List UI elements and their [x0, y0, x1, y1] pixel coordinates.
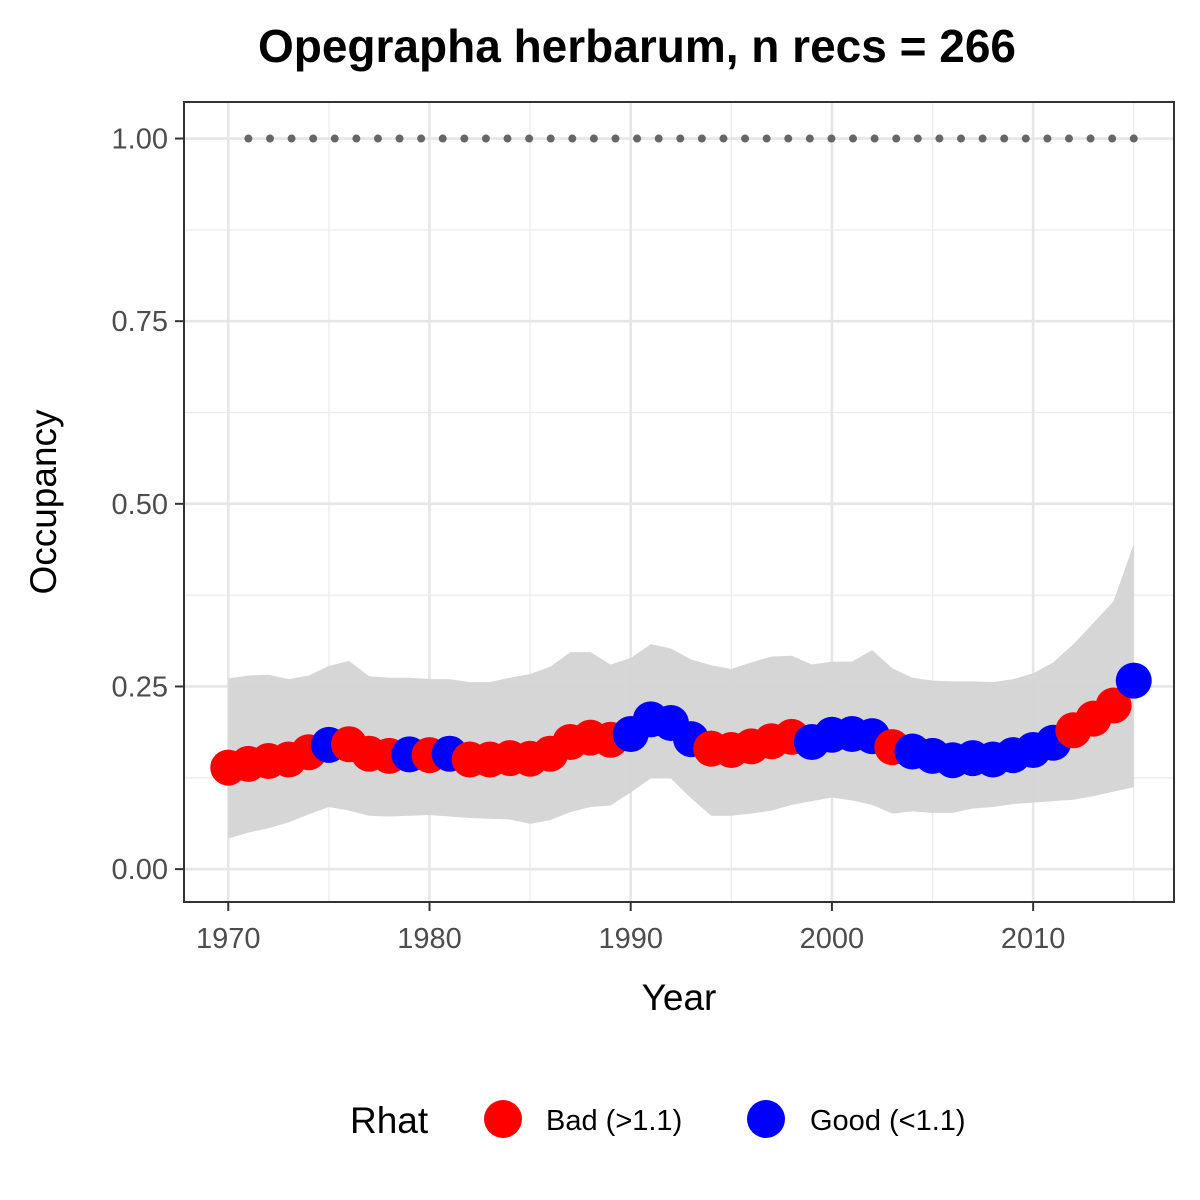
reference-dot [633, 134, 642, 143]
reference-dot [1021, 134, 1030, 143]
reference-dotted-line [244, 134, 1138, 143]
x-tick-label: 1970 [196, 923, 261, 955]
reference-dot [244, 134, 253, 143]
plot-panel-border [183, 101, 1175, 903]
reference-dot [395, 134, 404, 143]
y-tick-label: 0.25 [112, 671, 168, 703]
reference-dot [719, 134, 728, 143]
data-point-2014 [1095, 687, 1132, 724]
reference-dot [460, 134, 469, 143]
reference-dot [287, 134, 296, 143]
reference-dot [1129, 134, 1138, 143]
reference-dot [849, 134, 858, 143]
reference-dot [309, 134, 318, 143]
y-tick-label: 1.00 [112, 124, 168, 156]
reference-dot [870, 134, 879, 143]
reference-dot [805, 134, 814, 143]
reference-dot [697, 134, 706, 143]
reference-dot [438, 134, 447, 143]
reference-dot [589, 134, 598, 143]
reference-dot [417, 134, 426, 143]
data-point-2015 [1115, 662, 1152, 699]
y-tick-label: 0.00 [112, 854, 168, 886]
reference-dot [568, 134, 577, 143]
y-tick-label: 0.50 [112, 489, 168, 521]
reference-dot [654, 134, 663, 143]
reference-dot [892, 134, 901, 143]
x-tick-label: 2000 [800, 923, 865, 955]
reference-dot [1000, 134, 1009, 143]
reference-dot [913, 134, 922, 143]
x-tick-label: 2010 [1001, 923, 1066, 955]
reference-dot [1043, 134, 1052, 143]
x-axis-title: Year [642, 977, 717, 1018]
y-axis-title: Occupancy [23, 409, 64, 595]
legend-label-bad: Bad (>1.1) [546, 1105, 682, 1137]
reference-dot [762, 134, 771, 143]
reference-dot [1086, 134, 1095, 143]
legend: Rhat Bad (>1.1) Good (<1.1) [350, 1100, 966, 1141]
x-axis: 1970 1980 1990 2000 2010 [196, 902, 1065, 955]
x-tick-label: 1990 [598, 923, 663, 955]
reference-dot [784, 134, 793, 143]
y-axis: 0.00 0.25 0.50 0.75 1.00 [112, 124, 184, 886]
reference-dot [525, 134, 534, 143]
reference-dot [373, 134, 382, 143]
x-tick-label: 1980 [397, 923, 462, 955]
reference-dot [1064, 134, 1073, 143]
reference-dot [978, 134, 987, 143]
reference-dot [352, 134, 361, 143]
legend-key-bad [484, 1100, 522, 1138]
reference-dot [1108, 134, 1117, 143]
reference-dot [503, 134, 512, 143]
y-tick-label: 0.75 [112, 306, 168, 338]
legend-title: Rhat [350, 1100, 429, 1141]
reference-dot [957, 134, 966, 143]
legend-label-good: Good (<1.1) [810, 1105, 966, 1137]
reference-dot [546, 134, 555, 143]
reference-dot [935, 134, 944, 143]
reference-dot [611, 134, 620, 143]
legend-key-good [747, 1100, 785, 1138]
reference-dot [265, 134, 274, 143]
chart-title: Opegrapha herbarum, n recs = 266 [258, 20, 1016, 72]
reference-dot [676, 134, 685, 143]
reference-dot [481, 134, 490, 143]
reference-dot [741, 134, 750, 143]
reference-dot [330, 134, 339, 143]
occupancy-points [210, 662, 1152, 786]
reference-dot [827, 134, 836, 143]
